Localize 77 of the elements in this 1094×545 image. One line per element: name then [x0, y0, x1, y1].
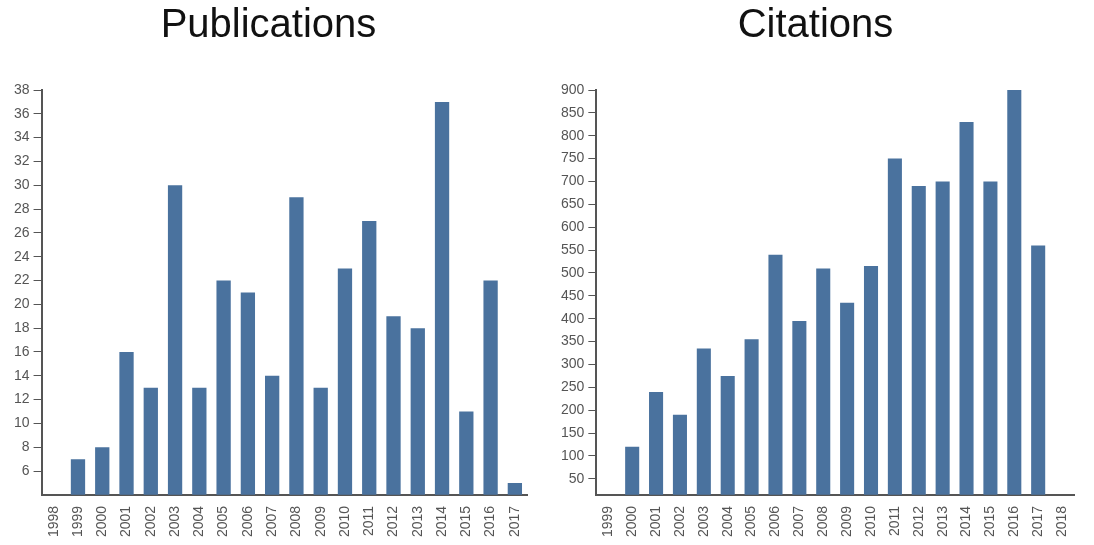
y-tick-label: 50: [568, 469, 585, 486]
x-tick-label: 2001: [646, 505, 663, 538]
x-tick-label: 2009: [837, 505, 854, 538]
x-tick-label: 2012: [384, 505, 401, 538]
y-tick-label: 700: [561, 172, 585, 189]
x-tick-label: 2007: [790, 505, 807, 538]
x-tick-label: 1999: [599, 505, 616, 538]
y-tick-label: 14: [13, 366, 30, 383]
x-tick-label: 2006: [766, 505, 783, 538]
x-tick-label: 2016: [481, 505, 498, 538]
x-tick-label: 2015: [981, 505, 998, 538]
x-tick-label: 2009: [311, 505, 328, 538]
y-tick-label: 16: [13, 342, 30, 359]
y-tick-label: 8: [21, 438, 30, 455]
y-tick-label: 150: [561, 423, 585, 440]
y-tick-label: 600: [561, 218, 585, 235]
y-tick-label: 850: [561, 103, 585, 120]
y-tick-label: 10: [13, 414, 30, 431]
x-tick-label: 2002: [670, 505, 687, 538]
y-tick-label: 200: [561, 401, 585, 418]
y-tick-label: 250: [561, 378, 585, 395]
y-tick-label: 20: [13, 295, 30, 312]
x-tick-label: 1998: [44, 505, 61, 538]
x-tick-label: 2014: [432, 505, 449, 538]
y-tick-label: 12: [13, 390, 30, 407]
chart-title: Publications: [160, 1, 377, 46]
x-tick-label: 2015: [457, 505, 474, 538]
x-tick-label: 2011: [885, 505, 902, 536]
x-tick-label: 2014: [957, 505, 974, 538]
x-tick-label: 2008: [287, 505, 304, 538]
x-tick-label: 2002: [141, 505, 158, 538]
y-tick-label: 32: [13, 152, 30, 169]
y-tick-label: 300: [561, 355, 585, 372]
y-tick-label: 550: [561, 240, 585, 257]
x-tick-label: 2013: [408, 505, 425, 538]
y-tick-label: 350: [561, 332, 585, 349]
y-tick-label: 650: [561, 195, 585, 212]
y-tick-label: 22: [13, 271, 30, 288]
x-tick-label: 2003: [165, 505, 182, 538]
y-tick-label: 34: [13, 128, 30, 145]
x-tick-label: 2003: [694, 505, 711, 538]
y-tick-label: 30: [13, 176, 30, 193]
y-tick-label: 38: [13, 80, 30, 97]
x-tick-label: 2007: [263, 505, 280, 538]
x-tick-label: 2017: [1029, 505, 1046, 538]
x-tick-label: 1999: [68, 505, 85, 538]
y-tick-label: 28: [13, 199, 30, 216]
y-tick-label: 800: [561, 126, 585, 143]
y-tick-label: 26: [13, 223, 30, 240]
y-tick-label: 500: [561, 263, 585, 280]
y-tick-label: 450: [561, 286, 585, 303]
y-tick-label: 18: [13, 319, 30, 336]
x-tick-label: 2010: [861, 505, 878, 538]
x-tick-label: 2018: [1052, 505, 1069, 538]
x-tick-label: 2000: [93, 505, 110, 538]
x-tick-label: 2006: [238, 505, 255, 538]
x-tick-label: 2004: [718, 505, 735, 538]
y-tick-label: 400: [561, 309, 585, 326]
y-tick-label: 900: [561, 80, 585, 97]
x-tick-label: 2013: [933, 505, 950, 538]
y-tick-label: 24: [13, 247, 30, 264]
y-tick-label: 36: [13, 104, 30, 121]
x-tick-label: 2008: [814, 505, 831, 538]
y-tick-label: 6: [21, 461, 30, 478]
x-tick-label: 2005: [214, 505, 231, 538]
x-tick-label: 2001: [117, 505, 134, 538]
x-tick-label: 2005: [742, 505, 759, 538]
x-tick-label: 2011: [360, 505, 377, 536]
x-tick-label: 2016: [1005, 505, 1022, 538]
x-tick-label: 2012: [909, 505, 926, 538]
y-tick-label: 100: [561, 446, 585, 463]
y-tick-label: 750: [561, 149, 585, 166]
x-tick-label: 2010: [335, 505, 352, 538]
chart-title: Citations: [737, 1, 894, 46]
x-tick-label: 2017: [505, 505, 522, 538]
x-tick-label: 2000: [623, 505, 640, 538]
x-tick-label: 2004: [190, 505, 207, 538]
